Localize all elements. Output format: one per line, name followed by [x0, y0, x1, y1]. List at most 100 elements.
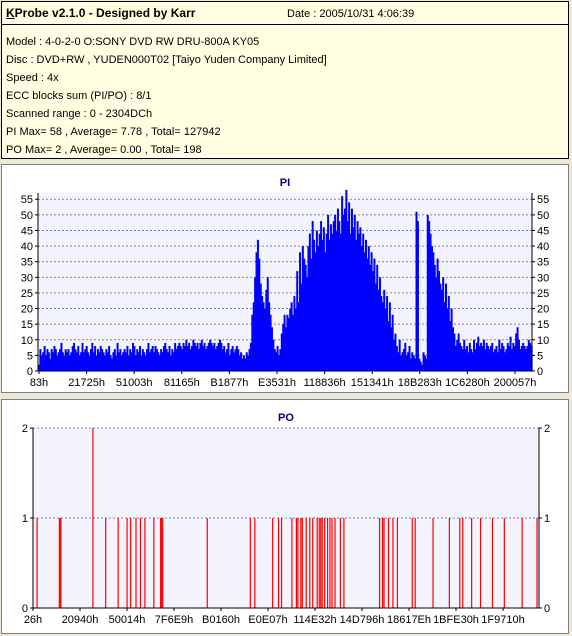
pi-bar — [464, 349, 467, 371]
pi-bar — [460, 346, 463, 371]
pi-bar — [59, 349, 62, 371]
pi-bar — [101, 349, 104, 371]
pi-bar — [357, 233, 360, 371]
po-xtick-label: 26h — [24, 614, 42, 626]
pi-bar — [189, 349, 192, 371]
pi-bar — [353, 214, 356, 371]
pi-bar — [185, 339, 188, 371]
pi-bar — [60, 342, 63, 371]
pi-bar — [122, 352, 125, 371]
pi-bar — [470, 349, 473, 371]
pi-bar — [380, 296, 383, 371]
pi-bar — [471, 352, 474, 371]
pi-bar — [137, 352, 140, 371]
pi-bar — [119, 349, 122, 371]
pi-bar — [164, 342, 167, 371]
pi-bar — [141, 349, 144, 371]
pi-bar — [151, 346, 154, 371]
pi-bar — [171, 349, 174, 371]
pi-bar — [132, 342, 135, 371]
pi-bar — [482, 339, 485, 371]
po-ytick-label-left: 2 — [22, 423, 28, 435]
pi-bar — [495, 346, 498, 371]
pi-bar — [179, 346, 182, 371]
pi-bar — [443, 302, 446, 371]
pi-bar — [461, 349, 464, 371]
pi-bar — [134, 355, 137, 371]
pi-bar — [300, 283, 303, 371]
pi-bar — [481, 346, 484, 371]
pi-bar — [45, 355, 48, 371]
pi-bar — [515, 333, 518, 371]
pi-bar — [412, 355, 415, 371]
pi-bar — [437, 271, 440, 371]
pi-bar — [397, 352, 400, 371]
pi-bar — [47, 352, 50, 371]
pi-bar — [113, 349, 116, 371]
pi-bar — [279, 349, 282, 371]
pi-bar — [289, 308, 292, 371]
pi-bar — [306, 277, 309, 371]
pi-bar — [162, 346, 165, 371]
pi-bar — [442, 277, 445, 371]
pi-bar — [321, 239, 324, 371]
pi-bar — [324, 252, 327, 371]
pi-bar — [209, 339, 212, 371]
pi-bar — [296, 271, 299, 371]
pi-bar — [212, 346, 215, 371]
model-line: Model : 4-0-2-0 O:SONY DVD RW DRU-800A K… — [6, 36, 260, 48]
pi-bar — [374, 283, 377, 371]
pi-bar — [75, 352, 78, 371]
pi-bar — [496, 352, 499, 371]
pi-bar — [235, 346, 238, 371]
pi-bar — [165, 349, 168, 371]
ecc-line: ECC blocks sum (PI/PO) : 8/1 — [6, 90, 152, 102]
pi-bar — [370, 252, 373, 371]
pi-bar — [216, 346, 219, 371]
pi-bar — [299, 252, 302, 371]
pi-bar — [43, 346, 46, 371]
pi-bar — [120, 355, 123, 371]
pi-bar — [310, 258, 313, 371]
pi-bar — [505, 349, 508, 371]
pi-bar — [341, 196, 344, 371]
pi-bar — [439, 283, 442, 371]
pi-bar — [219, 339, 222, 371]
pi-bar — [327, 214, 330, 371]
pi-bar — [356, 221, 359, 371]
pi-bar — [425, 358, 428, 371]
pi-bar — [348, 202, 351, 371]
pi-bar — [435, 277, 438, 371]
pi-bar — [283, 314, 286, 371]
pi-bar — [366, 258, 369, 371]
pi-bar — [468, 342, 471, 371]
pi-bar — [491, 342, 494, 371]
po-chart-title: PO — [278, 412, 294, 424]
pi-bar — [195, 346, 198, 371]
pi-bar — [342, 214, 345, 371]
pi-bar — [501, 342, 504, 371]
pi-bar — [272, 339, 275, 371]
pi-bar — [259, 283, 262, 371]
pi-bar — [355, 239, 358, 371]
pi-bar — [117, 352, 120, 371]
pi-bar — [94, 346, 97, 371]
pi-bar — [238, 355, 241, 371]
pi-ytick-label-left: 25 — [21, 288, 33, 300]
pi-bar — [292, 314, 295, 371]
pi-chart-title: PI — [280, 177, 290, 189]
pi-bar — [214, 349, 217, 371]
pi-bar — [343, 208, 346, 371]
pi-bar — [379, 277, 382, 371]
pi-bar — [248, 349, 251, 371]
pi-bar — [408, 346, 411, 371]
pi-bar — [519, 349, 522, 371]
pi-bar — [459, 342, 462, 371]
pi-bar — [129, 349, 132, 371]
pi-bar — [293, 296, 296, 371]
pi-bar — [108, 346, 111, 371]
pi-bar — [498, 339, 501, 371]
pi-bar — [40, 355, 43, 371]
pi-bar — [307, 246, 310, 371]
